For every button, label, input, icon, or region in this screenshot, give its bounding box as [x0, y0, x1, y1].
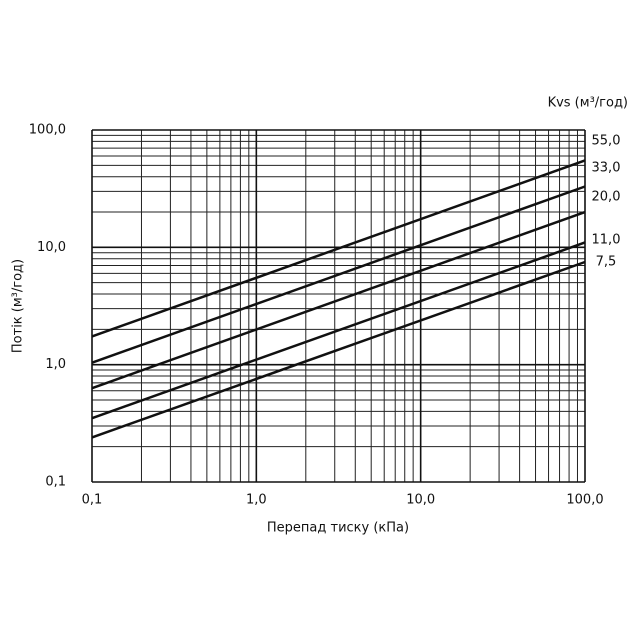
legend-label: 11,0 — [592, 233, 621, 248]
y-tick-label: 100,0 — [29, 123, 66, 138]
y-axis-label: Потік (м³/год) — [11, 259, 26, 353]
y-tick-label: 10,0 — [37, 240, 66, 255]
legend-label: 7,5 — [596, 255, 617, 270]
series-line — [91, 210, 586, 390]
legend-title: Kvs (м³/год) — [548, 96, 628, 111]
y-tick-label: 0,1 — [45, 475, 66, 490]
series-line — [91, 241, 586, 420]
series-line — [91, 260, 586, 439]
x-tick-label: 100,0 — [566, 493, 603, 508]
x-axis-label: Перепад тиску (кПа) — [267, 521, 409, 536]
legend-label: 55,0 — [592, 134, 621, 149]
series-line — [91, 185, 586, 364]
x-tick-label: 1,0 — [246, 493, 267, 508]
x-tick-label: 0,1 — [82, 493, 103, 508]
legend-label: 33,0 — [592, 161, 621, 176]
y-tick-label: 1,0 — [45, 357, 66, 372]
legend-label: 20,0 — [592, 190, 621, 205]
series-line — [91, 159, 586, 338]
x-tick-label: 10,0 — [406, 493, 435, 508]
